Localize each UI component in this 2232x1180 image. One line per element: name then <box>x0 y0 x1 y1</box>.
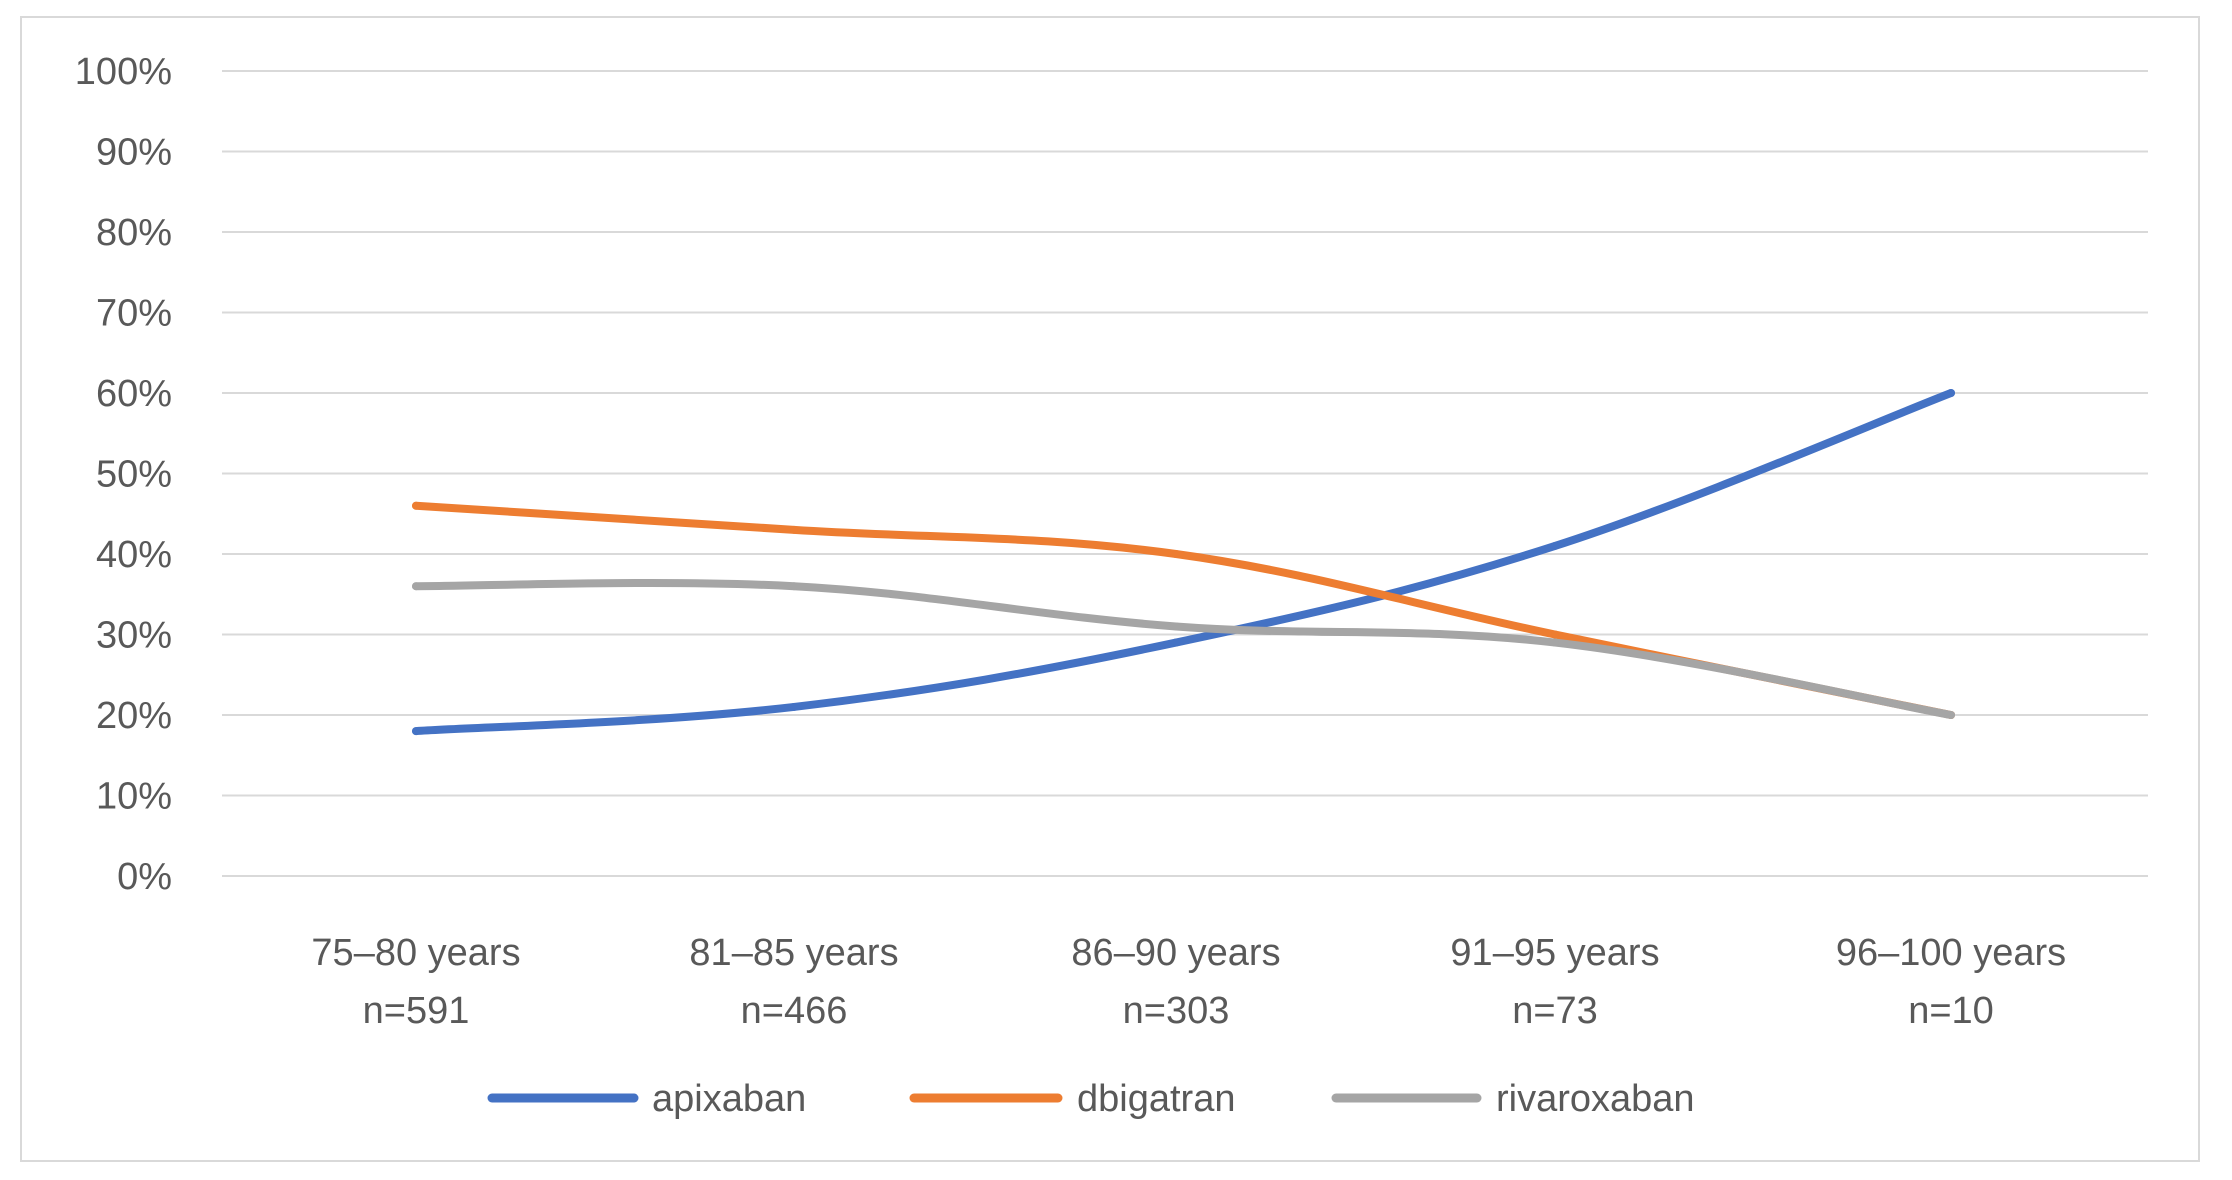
x-tick-label: 86–90 years <box>1071 932 1280 974</box>
x-tick-sample-size: n=591 <box>363 990 470 1032</box>
line-chart: 0% 10% 20% 30% 40% 50% 60% 70% 80% 90% 100% 75–80 … <box>75 51 2148 1120</box>
data-point-rivaroxaban <box>1551 638 1559 647</box>
y-tick-label: 40% <box>96 534 172 576</box>
data-point-apixaban <box>1172 638 1180 647</box>
y-tick-label: 0% <box>117 856 172 898</box>
y-tick-label: 70% <box>96 293 172 335</box>
y-tick-label: 80% <box>96 212 172 254</box>
data-point-dbigatran <box>1172 550 1180 558</box>
data-point-apixaban <box>790 702 798 711</box>
legend-label-rivaroxaban: rivaroxaban <box>1496 1078 1695 1120</box>
y-tick-label: 30% <box>96 615 172 657</box>
y-tick-label: 10% <box>96 776 172 818</box>
data-point-dbigatran <box>790 525 798 534</box>
data-point-rivaroxaban <box>412 582 420 591</box>
x-tick-sample-size: n=303 <box>1123 990 1230 1032</box>
x-axis-ticks: 75–80 years n=591 81–85 years n=466 86–90 ye… <box>311 932 2066 1032</box>
x-tick-label: 75–80 years <box>311 932 520 974</box>
data-point-apixaban <box>412 727 420 736</box>
data-point-rivaroxaban <box>790 582 798 591</box>
data-point-dbigatran <box>1551 630 1559 639</box>
legend-label-dbigatran: dbigatran <box>1077 1078 1235 1120</box>
chart-frame: 0% 10% 20% 30% 40% 50% 60% 70% 80% 90% 100% 75–80 … <box>20 16 2200 1162</box>
x-tick-sample-size: n=73 <box>1512 990 1598 1032</box>
x-tick-sample-size: n=10 <box>1908 990 1994 1032</box>
x-tick-sample-size: n=466 <box>741 990 848 1032</box>
series-line-dbigatran <box>412 501 1955 719</box>
data-point-apixaban <box>1947 389 1955 397</box>
data-point-apixaban <box>1551 541 1559 550</box>
y-tick-label: 20% <box>96 695 172 737</box>
x-tick-label: 81–85 years <box>689 932 898 974</box>
gridlines <box>222 70 2148 877</box>
legend-label-apixaban: apixaban <box>652 1078 806 1120</box>
y-tick-label: 60% <box>96 373 172 415</box>
y-axis-ticks: 0% 10% 20% 30% 40% 50% 60% 70% 80% 90% 100% <box>75 51 172 898</box>
data-point-rivaroxaban <box>1172 622 1180 631</box>
y-tick-label: 90% <box>96 132 172 174</box>
data-point-dbigatran <box>412 501 420 510</box>
x-tick-label: 96–100 years <box>1836 932 2066 974</box>
series-lines <box>412 389 1955 736</box>
x-tick-label: 91–95 years <box>1450 932 1659 974</box>
series-line-apixaban <box>412 389 1955 736</box>
data-point-rivaroxaban <box>1947 711 1955 719</box>
y-tick-label: 100% <box>75 51 172 93</box>
y-tick-label: 50% <box>96 454 172 496</box>
legend: apixaban dbigatran rivaroxaban <box>487 1078 1695 1120</box>
series-line-rivaroxaban <box>412 578 1955 719</box>
